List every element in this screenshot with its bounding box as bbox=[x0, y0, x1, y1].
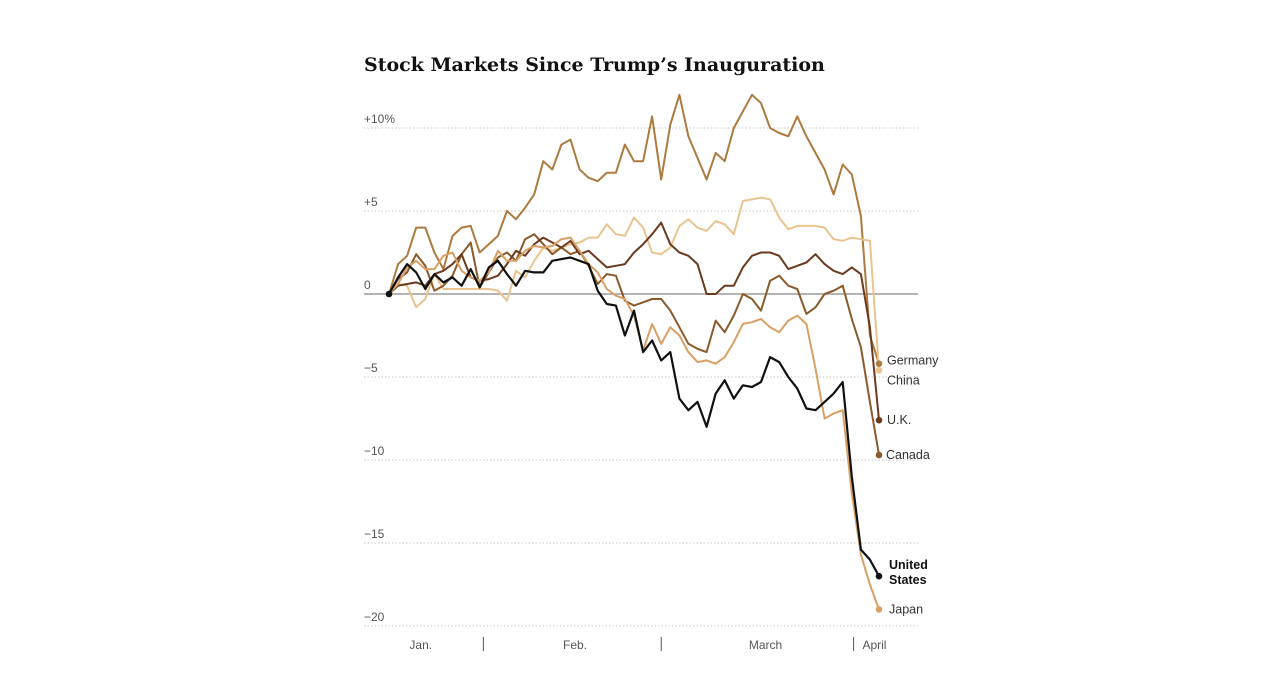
y-tick-label: −20 bbox=[364, 610, 385, 624]
y-axis-tick-labels: +10% +5 0 −5 −10 −15 −20 bbox=[364, 112, 395, 624]
y-tick-label: −10 bbox=[364, 444, 385, 458]
end-point-canada bbox=[875, 451, 883, 459]
end-label-china: China bbox=[887, 373, 920, 387]
x-month-label: Jan. bbox=[409, 638, 432, 652]
series-lines bbox=[385, 93, 881, 611]
series-line-germany bbox=[388, 93, 880, 365]
end-point-u-k- bbox=[875, 416, 883, 424]
y-tick-label: +5 bbox=[364, 195, 378, 209]
series-end-labels: Germany China U.K. Canada United States Japan bbox=[875, 354, 939, 616]
chart-title: Stock Markets Since Trump’s Inauguration bbox=[364, 54, 825, 76]
series-line-canada bbox=[388, 233, 880, 456]
end-label-japan: Japan bbox=[889, 602, 923, 616]
series-line-united-states bbox=[387, 256, 881, 578]
end-label-united-states: United States bbox=[889, 558, 928, 587]
end-label-canada: Canada bbox=[886, 448, 930, 462]
end-label-line: United bbox=[889, 558, 928, 572]
gridlines bbox=[364, 127, 918, 627]
end-point-germany bbox=[875, 360, 883, 368]
y-tick-label: 0 bbox=[364, 278, 371, 292]
x-month-label: March bbox=[749, 638, 782, 652]
series-line-japan bbox=[388, 236, 880, 611]
x-month-label: Feb. bbox=[563, 638, 587, 652]
series-line-china bbox=[388, 196, 880, 372]
y-tick-label: +10% bbox=[364, 112, 395, 126]
end-point-united-states bbox=[875, 572, 883, 580]
end-point-china bbox=[875, 367, 883, 374]
end-label-line: States bbox=[889, 573, 927, 587]
end-point-japan bbox=[875, 606, 883, 613]
x-month-label: April bbox=[862, 638, 886, 652]
y-tick-label: −15 bbox=[364, 527, 385, 541]
y-tick-label: −5 bbox=[364, 361, 378, 375]
start-point bbox=[385, 290, 393, 298]
x-axis-month-labels: Jan. Feb. March April bbox=[409, 637, 886, 652]
end-label-u-k-: U.K. bbox=[887, 413, 911, 427]
end-label-germany: Germany bbox=[887, 354, 939, 368]
